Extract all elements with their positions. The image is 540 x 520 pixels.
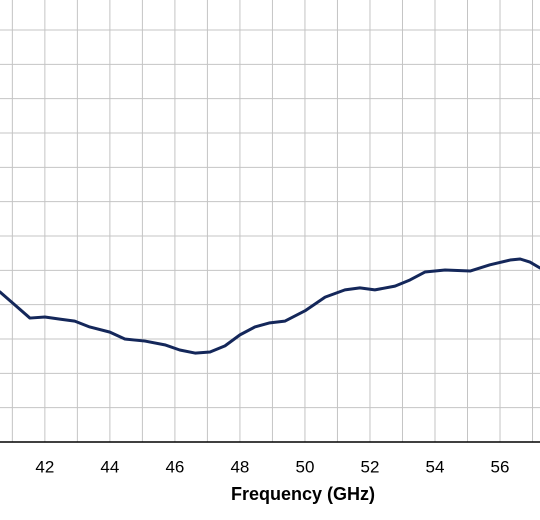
- x-tick-label: 52: [361, 457, 380, 476]
- data-line: [0, 257, 540, 355]
- x-tick-label: 44: [100, 457, 119, 476]
- x-tick-label: 42: [35, 457, 54, 476]
- x-axis-label: Frequency (GHz): [231, 484, 375, 504]
- x-tick-label: 48: [230, 457, 249, 476]
- x-tick-label: 56: [491, 457, 510, 476]
- x-tick-label: 46: [165, 457, 184, 476]
- x-tick-label: 54: [426, 457, 445, 476]
- x-tick-label: 50: [295, 457, 314, 476]
